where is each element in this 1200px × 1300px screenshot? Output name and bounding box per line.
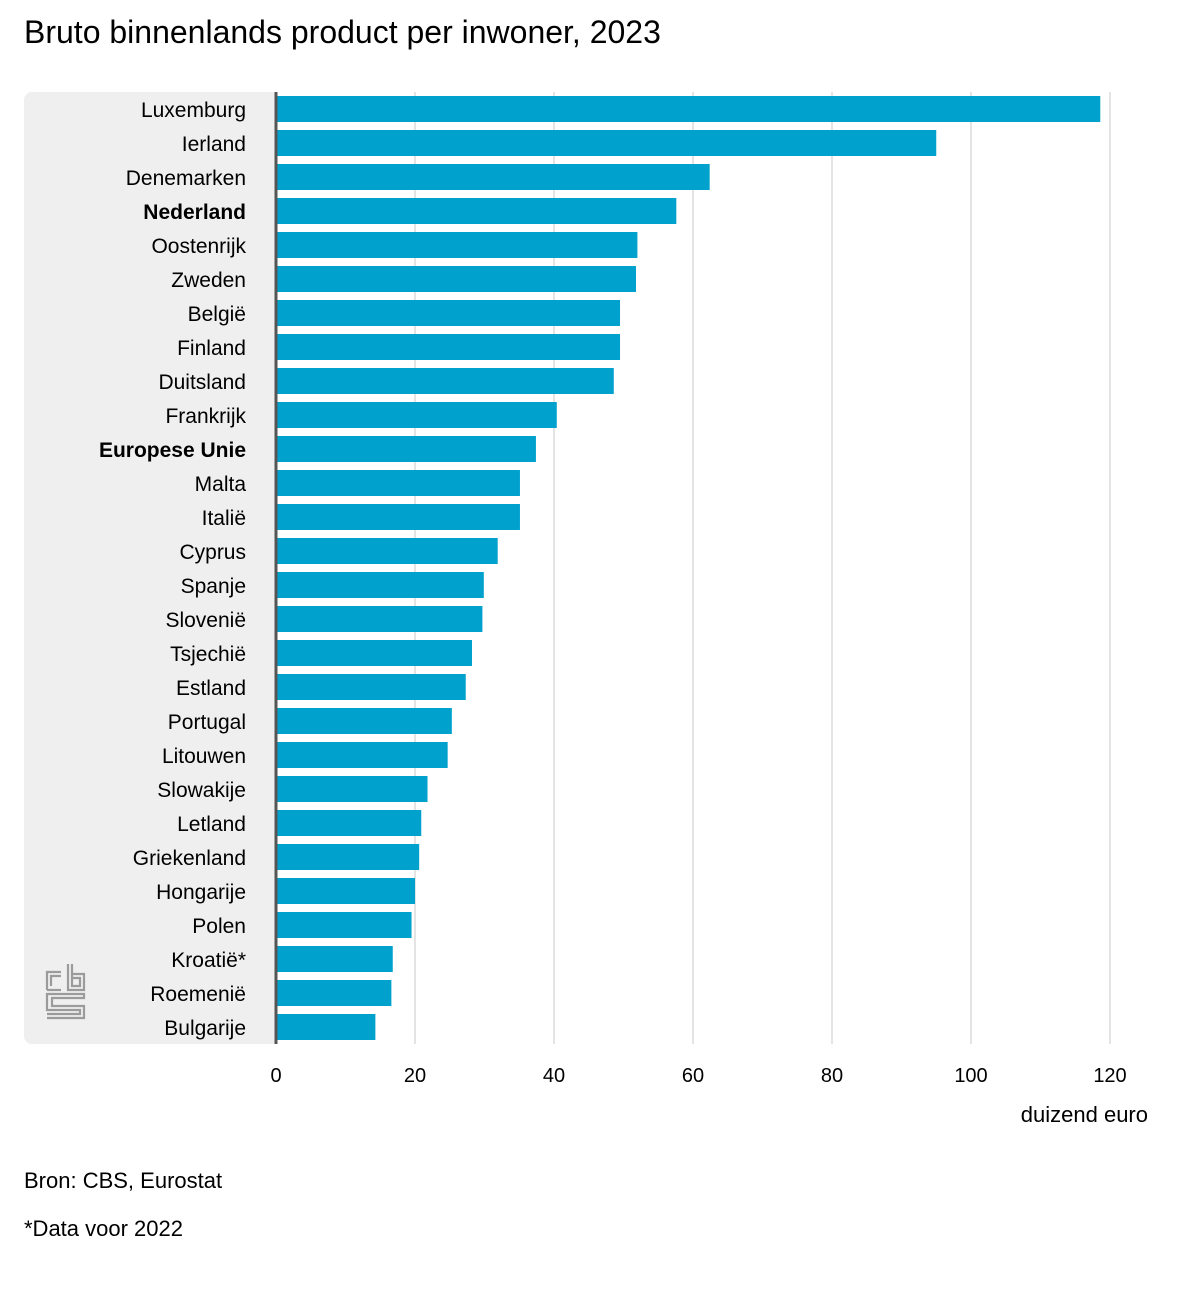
category-label: Frankrijk (165, 405, 246, 428)
bar (277, 776, 428, 802)
category-label: Portugal (168, 711, 246, 734)
category-label: Litouwen (162, 745, 246, 768)
category-label: Cyprus (179, 541, 246, 564)
x-tick-label: 20 (404, 1065, 426, 1087)
category-label: Letland (177, 813, 246, 836)
footnote: *Data voor 2022 (24, 1216, 183, 1241)
category-label: Hongarije (156, 881, 246, 904)
category-label: Europese Unie (99, 439, 246, 462)
bar (277, 1014, 376, 1040)
x-tick-label: 40 (543, 1065, 565, 1087)
category-label: Malta (195, 473, 247, 496)
x-axis-unit-label: duizend euro (1020, 1102, 1148, 1127)
bar (277, 130, 937, 156)
bar (277, 334, 621, 360)
category-label: Spanje (181, 575, 246, 598)
category-label: Ierland (182, 133, 246, 156)
category-label: Luxemburg (141, 99, 246, 122)
x-tick-label: 60 (682, 1065, 704, 1087)
category-label: Zweden (171, 269, 246, 292)
category-label: Nederland (143, 201, 246, 224)
source-note: Bron: CBS, Eurostat (24, 1168, 223, 1193)
category-label: Polen (192, 915, 246, 938)
bar (277, 198, 677, 224)
bar (277, 640, 472, 666)
bar (277, 164, 710, 190)
bar (277, 368, 614, 394)
chart-title: Bruto binnenlands product per inwoner, 2… (24, 14, 661, 50)
bar (277, 266, 637, 292)
bar (277, 844, 420, 870)
category-label: België (188, 303, 246, 326)
cbs-logo (45, 964, 86, 1020)
bar (277, 980, 392, 1006)
bar (277, 912, 412, 938)
category-labels: Luxemburg Ierland Denemarken Nederland Ooste… (99, 99, 247, 1040)
category-label: Roemenië (150, 983, 246, 1006)
category-label: Slowakije (157, 779, 246, 802)
bar (277, 708, 452, 734)
bar (277, 232, 638, 258)
category-label: Estland (176, 677, 246, 700)
bar (277, 572, 484, 598)
bar (277, 96, 1101, 122)
bar (277, 810, 422, 836)
bars (277, 96, 1101, 1040)
bar (277, 402, 557, 428)
x-tick-label: 0 (270, 1065, 281, 1087)
bar-chart: Luxemburg Ierland Denemarken Nederland Ooste… (99, 92, 1127, 1087)
bar (277, 946, 393, 972)
category-label: Bulgarije (164, 1017, 246, 1040)
category-label: Kroatië* (171, 949, 246, 972)
category-label: Duitsland (158, 371, 246, 394)
x-tick-label: 80 (821, 1065, 843, 1087)
category-label-panel (24, 92, 276, 1044)
bar (277, 436, 536, 462)
bar (277, 300, 621, 326)
category-label: Denemarken (126, 167, 246, 190)
bar (277, 606, 483, 632)
category-label: Griekenland (133, 847, 246, 870)
bar (277, 504, 520, 530)
bar (277, 470, 520, 496)
category-label: Italië (202, 507, 246, 530)
category-label: Slovenië (165, 609, 246, 632)
category-label: Finland (177, 337, 246, 360)
bar (277, 878, 415, 904)
x-axis-ticks: 0 20 40 60 80 100 120 (270, 1065, 1126, 1087)
bar (277, 674, 466, 700)
bar (277, 742, 448, 768)
x-tick-label: 100 (954, 1065, 987, 1087)
bar (277, 538, 498, 564)
x-tick-label: 120 (1093, 1065, 1126, 1087)
category-label: Tsjechië (170, 643, 246, 666)
category-label: Oostenrijk (151, 235, 246, 258)
